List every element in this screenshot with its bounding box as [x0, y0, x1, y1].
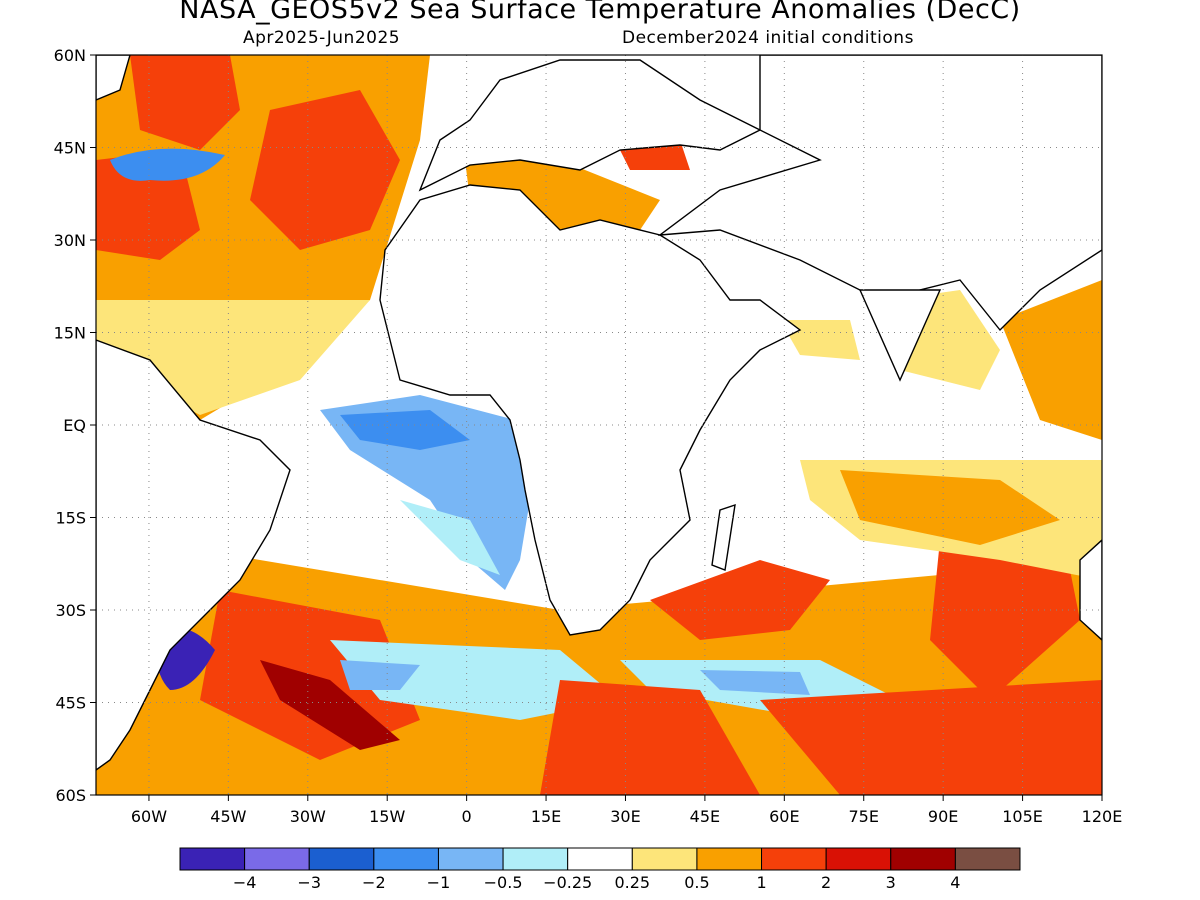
lon-tick-label: 30E [610, 807, 640, 826]
africa-europe-asia [379, 184, 802, 636]
legend-swatch [437, 847, 504, 871]
lon-tick-label: 0 [462, 807, 472, 826]
lon-tick-label: 105E [1002, 807, 1043, 826]
madagascar [711, 503, 736, 571]
legend-swatch [244, 847, 310, 871]
lat-tick-label: 30S [55, 601, 86, 620]
legend-swatch [308, 847, 375, 871]
color-legend: −4 −3 −2 −1 −0.5 −0.25 0.25 0.5 1 2 3 4 [179, 847, 1021, 892]
legend-label: 4 [950, 873, 960, 892]
lon-tick-label: 15W [369, 807, 405, 826]
legend-swatch [631, 847, 698, 871]
arabia-asia [657, 55, 1102, 342]
legend-label: 2 [821, 873, 831, 892]
initial-conditions-label: December2024 initial conditions [622, 28, 914, 48]
legend-label: 1 [756, 873, 766, 892]
lat-tick-label: 45N [54, 139, 86, 158]
lon-tick-label: 60E [769, 807, 799, 826]
south-america [96, 339, 291, 771]
legend-label: −1 [427, 873, 451, 892]
lat-tick-label: 15N [54, 324, 86, 343]
lon-tick-label: 45W [210, 807, 246, 826]
legend-swatch [954, 847, 1021, 871]
latitude-axis: 60N 45N 30N 15N EQ 15S 30S 45S 60S [54, 46, 96, 805]
lat-tick-label: EQ [63, 416, 86, 435]
forecast-period: Apr2025-Jun2025 [243, 28, 401, 48]
lat-tick-label: 15S [55, 509, 86, 528]
legend-swatch [696, 847, 763, 871]
legend-swatch [825, 847, 892, 871]
lon-tick-label: 30W [290, 807, 326, 826]
lon-tick-label: 120E [1082, 807, 1123, 826]
legend-label: 0.25 [614, 873, 650, 892]
legend-label: −4 [233, 873, 257, 892]
lat-tick-label: 30N [54, 231, 86, 250]
greenland [96, 55, 131, 101]
lon-tick-label: 90E [928, 807, 958, 826]
lat-tick-label: 45S [55, 694, 86, 713]
legend-label: 0.5 [684, 873, 709, 892]
land-mask [96, 55, 1102, 771]
legend-label: −0.5 [484, 873, 523, 892]
legend-swatch [502, 847, 569, 871]
legend-swatch [567, 847, 633, 871]
lat-tick-label: 60N [54, 46, 86, 65]
lat-tick-label: 60S [55, 786, 86, 805]
lon-tick-label: 60W [131, 807, 167, 826]
lon-tick-label: 15E [531, 807, 561, 826]
legend-swatch [890, 847, 956, 871]
india-fill [858, 289, 942, 382]
legend-label: −0.25 [543, 873, 592, 892]
australia [1079, 539, 1102, 641]
legend-label: −3 [297, 873, 321, 892]
legend-swatch [761, 847, 827, 871]
legend-swatch [179, 847, 246, 871]
legend-swatch [373, 847, 439, 871]
legend-label: −2 [362, 873, 386, 892]
lon-tick-label: 75E [849, 807, 879, 826]
legend-label: 3 [886, 873, 896, 892]
lon-tick-label: 45E [690, 807, 720, 826]
map-title: NASA_GEOS5v2 Sea Surface Temperature Ano… [179, 0, 1021, 25]
longitude-axis: 60W 45W 30W 15W 0 15E 30E 45E 60E 75E 90E 105E 120E [131, 795, 1122, 826]
